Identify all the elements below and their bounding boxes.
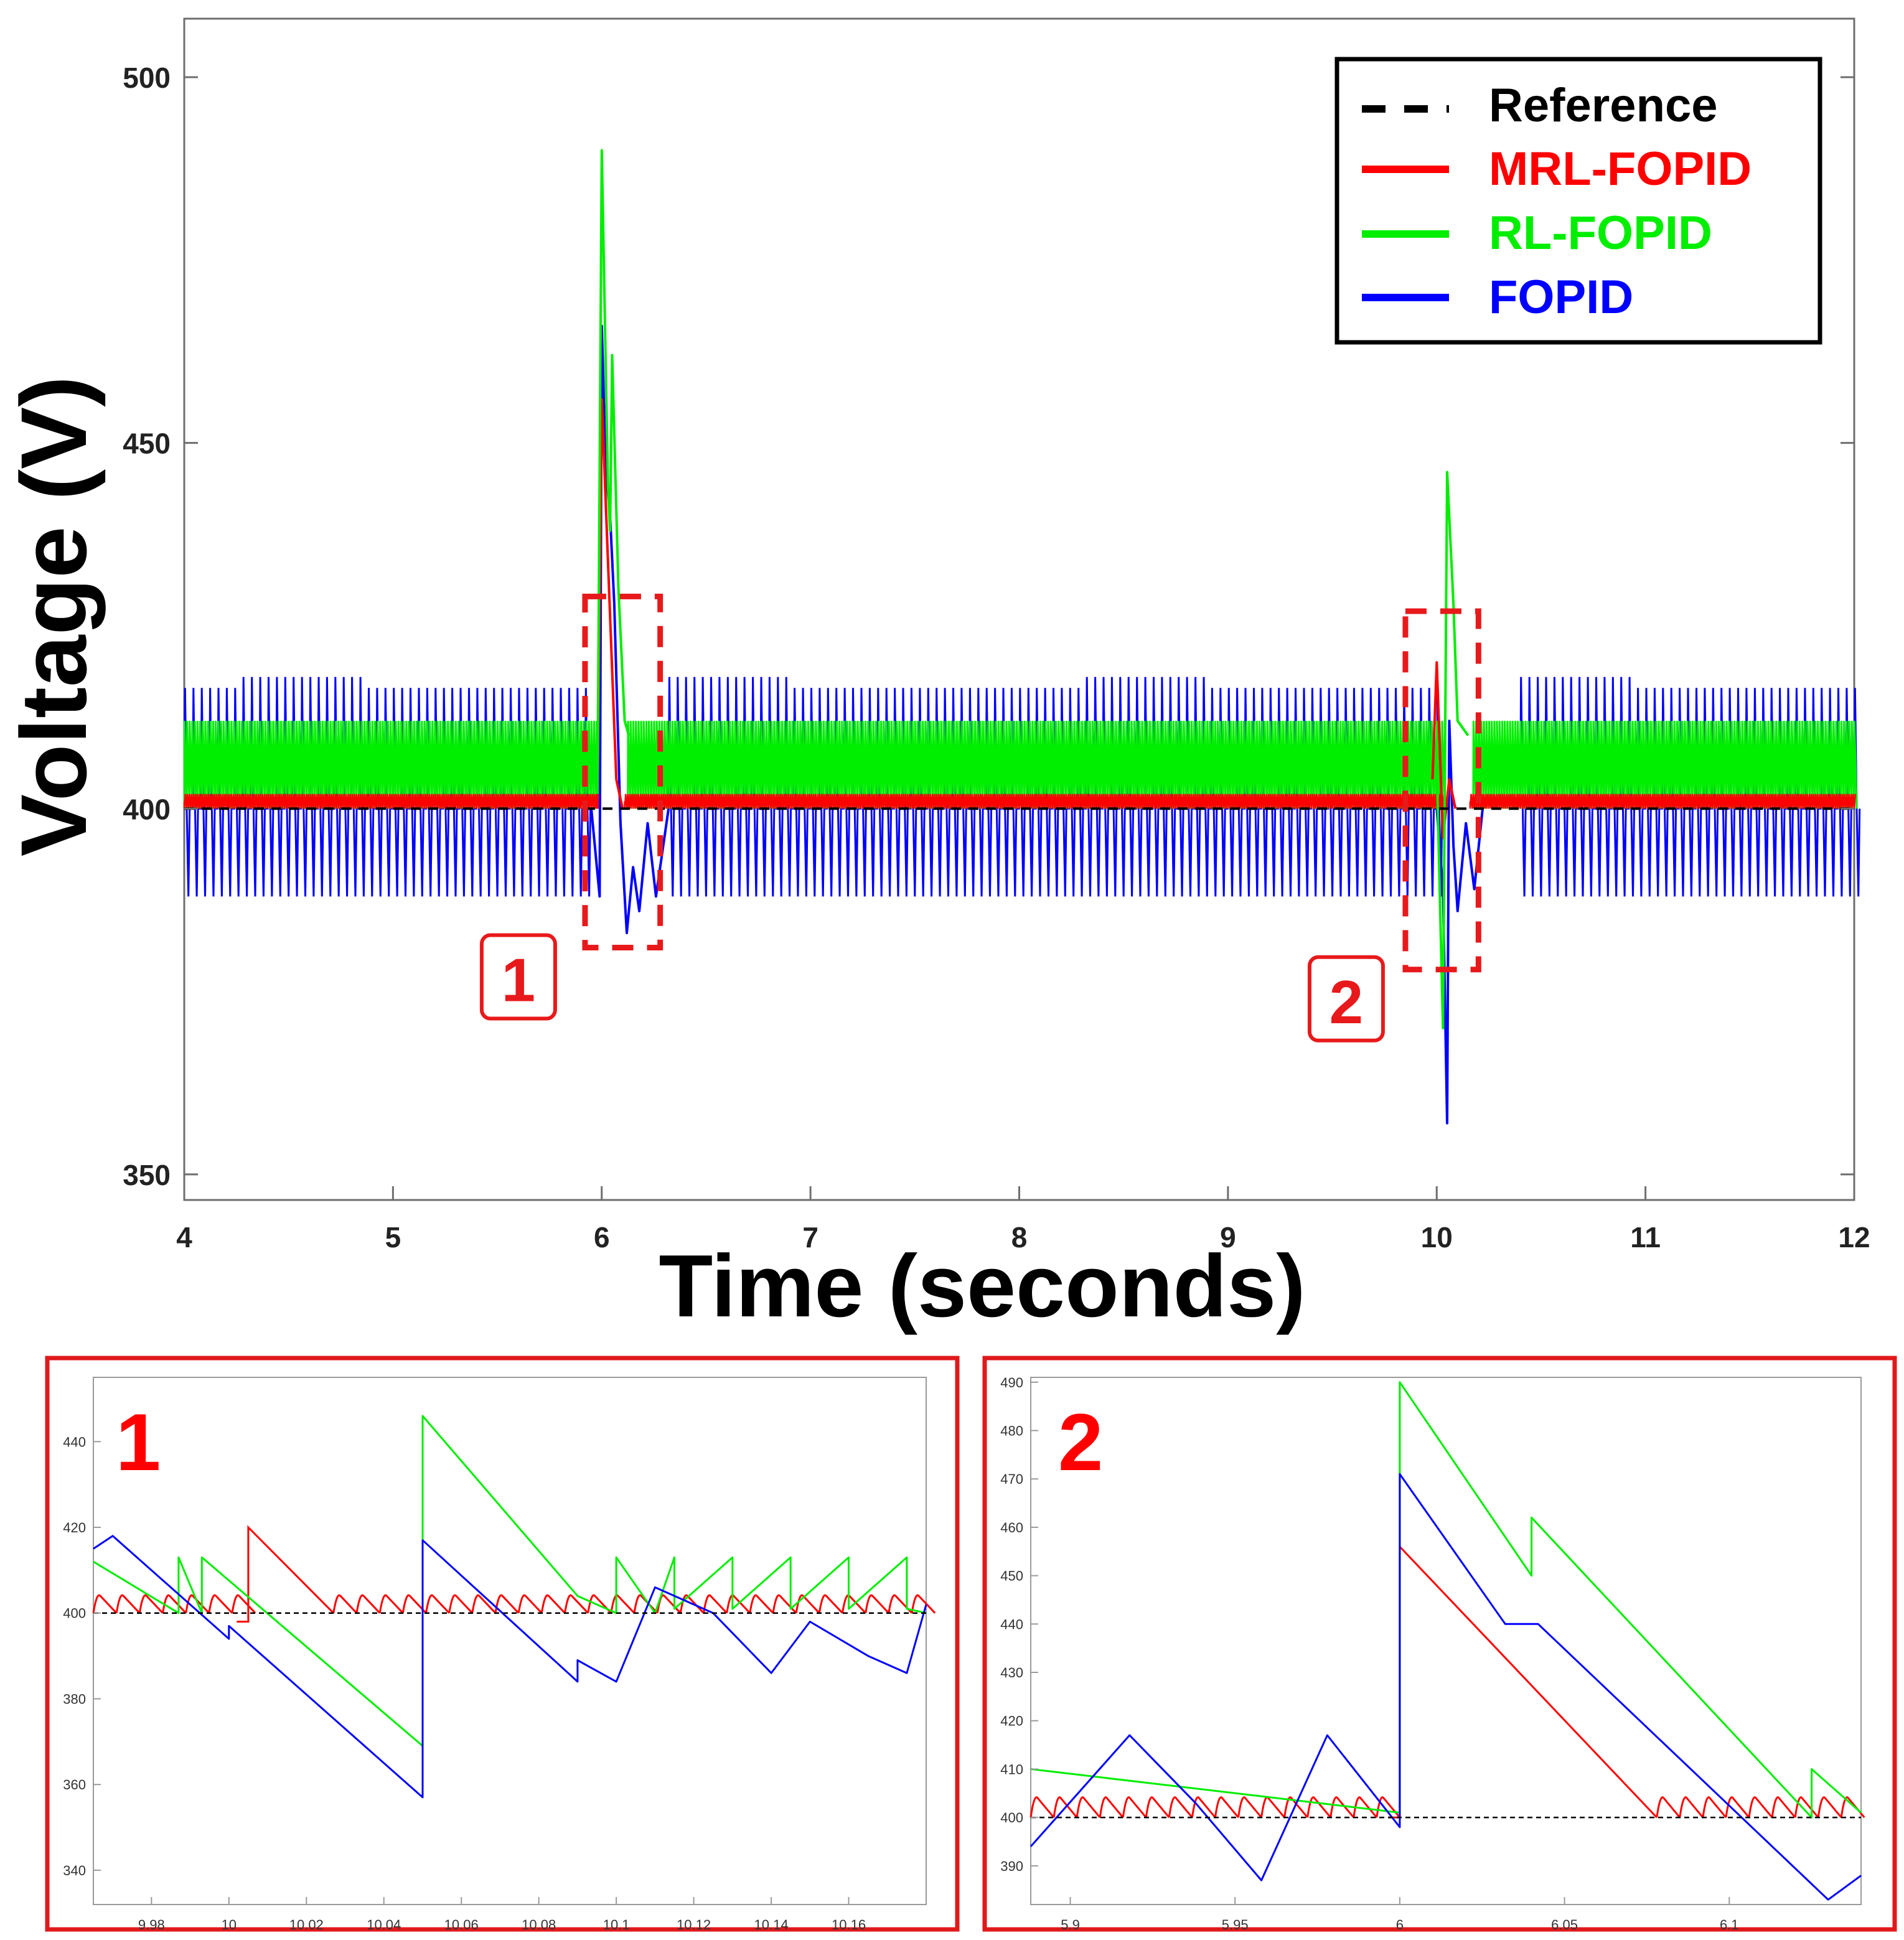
inset-x-tick-label: 10.12 [677, 1917, 711, 1933]
zoom-badge-label-2: 2 [1330, 968, 1364, 1036]
inset-2: 5.9 5.95 6 6.05 6.1 390 400 410 420 430 440 450 460 4… [982, 1356, 1897, 1933]
inset-x-tick-label: 10.1 [603, 1917, 630, 1933]
legend-label-mrl-fopid: MRL-FOPID [1489, 143, 1752, 195]
y-tick-label: 450 [123, 428, 171, 460]
inset-y-tick-label: 440 [63, 1434, 86, 1450]
x-tick-label: 5 [385, 1221, 401, 1254]
x-tick-label: 7 [802, 1221, 818, 1254]
inset-x-tick-label: 10.04 [367, 1917, 401, 1933]
transient-mrl-fopid [1431, 661, 1457, 840]
inset-x-tick-label: 5.95 [1222, 1917, 1249, 1933]
inset-x-tick-label: 10 [222, 1917, 237, 1933]
inset-y-tick-label: 440 [1000, 1616, 1023, 1632]
inset-1-tick-labels: 9.98 10 10.02 10.04 10.06 10.08 10.1 10.12 10.14… [63, 1434, 866, 1933]
inset-y-tick-label: 400 [1000, 1810, 1023, 1825]
inset-2-axes-box [1030, 1377, 1862, 1905]
inset-y-tick-label: 390 [1000, 1858, 1023, 1874]
inset-x-tick-label: 6.05 [1551, 1917, 1578, 1933]
inset-x-tick-label: 10.16 [832, 1917, 866, 1933]
inset-x-tick-label: 10.06 [444, 1917, 479, 1933]
x-tick-label: 11 [1630, 1221, 1661, 1254]
inset-y-tick-label: 340 [63, 1863, 86, 1878]
x-tick-label: 9 [1220, 1221, 1236, 1254]
inset-2-number: 2 [1058, 1397, 1103, 1488]
inset-y-tick-label: 360 [63, 1777, 86, 1792]
series-mrl-fopid-line [183, 794, 1856, 809]
transient-rl-fopid [1435, 471, 1470, 1029]
legend: Reference MRL-FOPID RL-FOPID FOPID [1334, 57, 1822, 345]
inset-y-tick-label: 400 [63, 1606, 86, 1621]
x-tick-label: 8 [1011, 1221, 1028, 1254]
x-tick-label: 6 [594, 1221, 610, 1254]
series-rl-fopid-line [183, 721, 1858, 809]
zoom-badge-label-1: 1 [502, 946, 536, 1015]
y-tick-label: 400 [123, 793, 171, 825]
inset-y-tick-label: 380 [63, 1691, 86, 1707]
inset-series-rl-fopid [93, 1415, 927, 1747]
inset-x-tick-label: 10.02 [289, 1917, 324, 1933]
inset-1-series-group [92, 1415, 936, 1799]
inset-y-tick-label: 410 [1000, 1761, 1023, 1777]
x-tick-label: 4 [176, 1221, 192, 1254]
inset-y-tick-label: 420 [1000, 1713, 1023, 1729]
legend-label-rl-fopid: RL-FOPID [1489, 207, 1712, 260]
legend-label-fopid: FOPID [1489, 271, 1633, 324]
zoom-badge-2 [1307, 955, 1385, 1043]
inset-y-tick-label: 470 [1000, 1471, 1023, 1487]
inset-y-tick-label: 460 [1000, 1520, 1023, 1535]
inset-x-tick-label: 5.9 [1061, 1917, 1080, 1933]
inset-y-tick-label: 430 [1000, 1665, 1023, 1680]
inset-y-tick-label: 490 [1000, 1375, 1023, 1390]
inset-y-tick-label: 450 [1000, 1568, 1023, 1584]
inset-series-fopid [93, 1535, 927, 1799]
transient-rl-fopid [596, 149, 631, 794]
inset-1: 9.98 10 10.02 10.04 10.06 10.08 10.1 10.12 10.14… [45, 1356, 960, 1933]
inset-2-series-group [1029, 1381, 1865, 1901]
legend-label-reference: Reference [1489, 79, 1718, 132]
x-axis-label: Time (seconds) [659, 1237, 1306, 1336]
inset-1-axes-box [93, 1377, 927, 1905]
zoom-region-1 [582, 593, 664, 951]
inset-x-tick-label: 6 [1396, 1917, 1404, 1933]
zoom-badge-1 [479, 933, 557, 1021]
y-tick-label: 350 [123, 1159, 171, 1191]
y-tick-label: 500 [123, 62, 171, 94]
x-tick-label: 12 [1838, 1221, 1870, 1254]
zoom-region-2 [1402, 608, 1481, 973]
y-axis-label: Voltage (V) [1, 376, 106, 856]
x-tick-label: 10 [1421, 1221, 1453, 1254]
inset-y-tick-label: 480 [1000, 1423, 1023, 1438]
inset-x-tick-label: 10.08 [522, 1917, 556, 1933]
inset-series-fopid [1029, 1473, 1862, 1901]
inset-2-tick-labels: 5.9 5.95 6 6.05 6.1 390 400 410 420 430 440 450 460 4… [1000, 1375, 1738, 1933]
inset-1-number: 1 [116, 1397, 161, 1488]
inset-x-tick-label: 9.98 [138, 1917, 165, 1933]
main-series-group [183, 149, 1861, 1125]
inset-x-tick-label: 6.1 [1720, 1917, 1739, 1933]
inset-y-tick-label: 420 [63, 1520, 86, 1535]
inset-x-tick-label: 10.14 [754, 1917, 789, 1933]
